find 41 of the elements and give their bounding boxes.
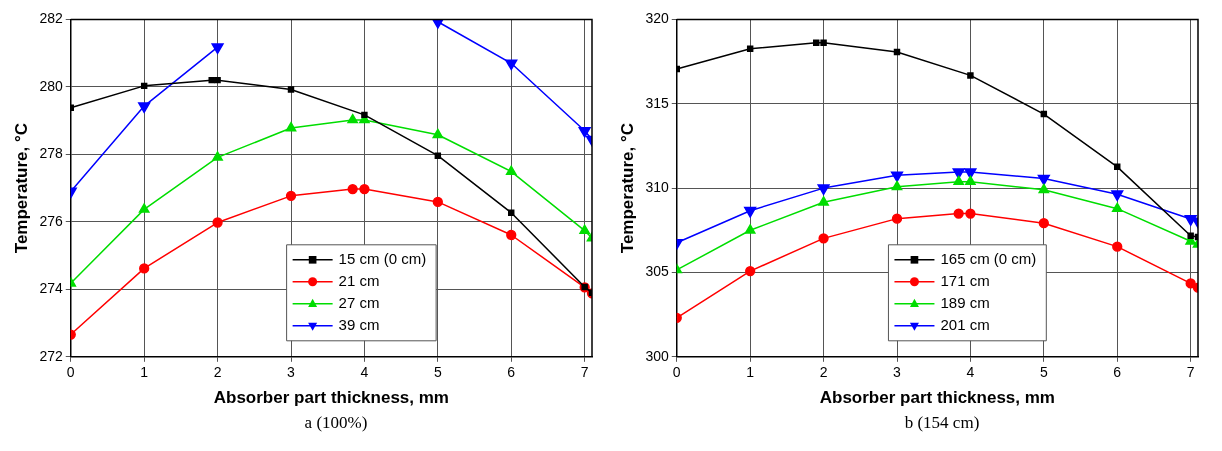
legend-label: 201 cm <box>940 315 990 333</box>
x-tick-label: 0 <box>66 364 75 381</box>
x-tick-label: 4 <box>360 364 369 381</box>
y-tick-label: 315 <box>645 94 669 111</box>
y-axis-title: Temperature, °C <box>617 122 637 254</box>
legend-label: 165 cm (0 cm) <box>940 249 1037 267</box>
x-tick-label: 2 <box>819 364 828 381</box>
y-axis-title: Temperature, °C <box>11 122 31 254</box>
legend-label: 39 cm <box>338 315 380 333</box>
x-tick-label: 0 <box>672 364 681 381</box>
x-tick-label: 6 <box>507 364 516 381</box>
y-tick-label: 276 <box>39 212 63 229</box>
y-tick-label: 274 <box>39 280 63 297</box>
x-tick-label: 7 <box>580 364 589 381</box>
x-axis-title: Absorber part thickness, mm <box>819 388 1055 408</box>
x-tick-label: 1 <box>746 364 755 381</box>
x-tick-label: 4 <box>966 364 975 381</box>
x-tick-label: 6 <box>1113 364 1122 381</box>
x-tick-label: 5 <box>1039 364 1048 381</box>
x-tick-label: 1 <box>140 364 149 381</box>
y-tick-label: 278 <box>39 145 63 162</box>
text: b (154 cm) <box>903 413 981 433</box>
text: a (100%) <box>303 413 369 433</box>
x-tick-label: 2 <box>213 364 222 381</box>
y-tick-label: 300 <box>645 347 669 364</box>
x-tick-label: 7 <box>1186 364 1195 381</box>
x-tick-label: 3 <box>893 364 902 381</box>
y-tick-label: 310 <box>645 178 669 195</box>
legend-label: 27 cm <box>338 293 380 311</box>
legend-label: 15 cm (0 cm) <box>338 249 427 267</box>
legend-label: 189 cm <box>940 293 990 311</box>
y-tick-label: 305 <box>645 263 669 280</box>
x-axis-title: Absorber part thickness, mm <box>213 388 449 408</box>
y-tick-label: 272 <box>39 347 63 364</box>
legend-label: 21 cm <box>338 271 380 289</box>
y-tick-label: 320 <box>645 10 669 27</box>
y-tick-label: 280 <box>39 77 63 94</box>
legend-label: 171 cm <box>940 271 990 289</box>
x-tick-label: 5 <box>433 364 442 381</box>
x-tick-label: 3 <box>287 364 296 381</box>
y-tick-label: 282 <box>39 10 63 27</box>
